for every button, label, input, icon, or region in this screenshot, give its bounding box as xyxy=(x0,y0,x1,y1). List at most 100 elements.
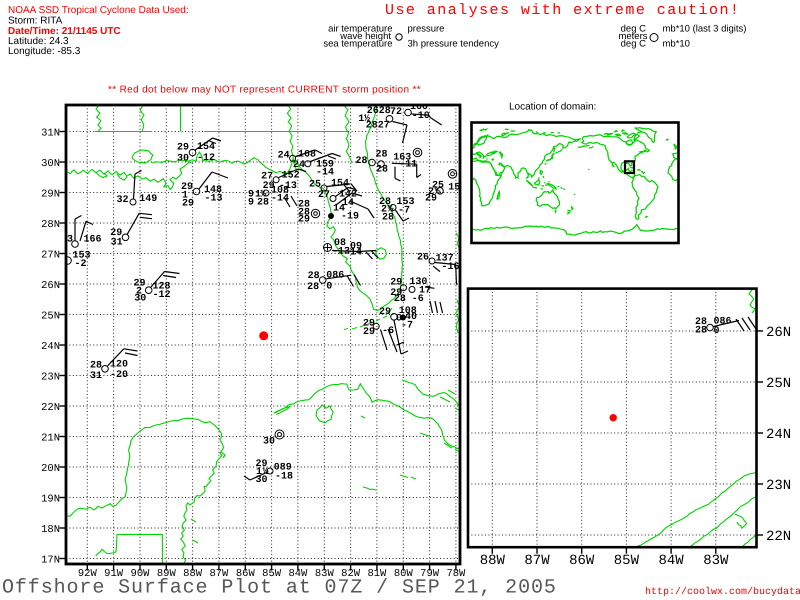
svg-text:28: 28 xyxy=(382,213,394,224)
svg-text:159: 159 xyxy=(316,160,334,171)
svg-text:26N: 26N xyxy=(41,280,60,292)
svg-text:28: 28 xyxy=(394,294,406,305)
svg-text:Offshore Surface Plot at 07Z /: Offshore Surface Plot at 07Z / SEP 21, 2… xyxy=(2,577,557,600)
svg-text:87W: 87W xyxy=(524,553,550,569)
svg-text:2: 2 xyxy=(428,187,434,198)
svg-text:Date/Time: 21/1145 UTC: Date/Time: 21/1145 UTC xyxy=(8,26,121,37)
svg-text:9: 9 xyxy=(248,198,254,209)
svg-text:meters: meters xyxy=(618,31,647,42)
svg-text:Location of domain:: Location of domain: xyxy=(509,102,596,113)
svg-text:168: 168 xyxy=(298,150,316,161)
svg-text:-6: -6 xyxy=(382,326,394,337)
svg-text:29: 29 xyxy=(263,181,275,192)
svg-text:2628: 2628 xyxy=(367,106,391,117)
svg-text:88W: 88W xyxy=(480,553,506,569)
svg-text:29: 29 xyxy=(363,319,375,330)
svg-text:29: 29 xyxy=(177,143,189,154)
svg-text:3: 3 xyxy=(67,235,73,246)
svg-text:1: 1 xyxy=(256,467,262,478)
svg-text:89W: 89W xyxy=(157,568,177,580)
svg-text:086: 086 xyxy=(714,317,732,328)
svg-text:28: 28 xyxy=(298,208,310,219)
svg-text:deg C: deg C xyxy=(621,39,646,50)
svg-text:108: 108 xyxy=(399,306,417,317)
svg-text:25: 25 xyxy=(432,181,444,192)
svg-text:29: 29 xyxy=(425,194,437,205)
svg-text:31: 31 xyxy=(90,371,102,382)
svg-text:pressure: pressure xyxy=(408,24,445,35)
svg-text:http://coolwx.com/bucydata: http://coolwx.com/bucydata xyxy=(645,586,800,598)
svg-text:72: 72 xyxy=(390,107,402,118)
svg-text:0: 0 xyxy=(326,282,332,293)
svg-text:137: 137 xyxy=(436,254,454,265)
svg-text:17N: 17N xyxy=(41,554,60,566)
svg-text:92W: 92W xyxy=(78,568,98,580)
svg-text:sea temperature: sea temperature xyxy=(323,39,392,50)
svg-text:30: 30 xyxy=(255,475,267,486)
svg-text:81W: 81W xyxy=(367,568,387,580)
svg-text:31: 31 xyxy=(111,238,123,249)
svg-text:153: 153 xyxy=(397,197,415,208)
svg-text:28: 28 xyxy=(257,198,269,209)
svg-text:79W: 79W xyxy=(420,568,440,580)
svg-text:2827: 2827 xyxy=(366,121,390,132)
svg-text:108: 108 xyxy=(271,186,289,197)
svg-text:23N: 23N xyxy=(41,371,60,383)
svg-text:NOAA SSD Tropical Cyclone Data: NOAA SSD Tropical Cyclone Data Used: xyxy=(8,5,189,16)
svg-text:154: 154 xyxy=(331,179,349,190)
svg-text:85W: 85W xyxy=(614,553,640,569)
svg-text:20N: 20N xyxy=(41,463,60,475)
svg-text:29: 29 xyxy=(390,278,402,289)
svg-text:Longitude: -85.3: Longitude: -85.3 xyxy=(8,46,81,57)
svg-text:air temperature: air temperature xyxy=(328,24,392,35)
svg-text:-20: -20 xyxy=(110,370,128,381)
svg-text:40: 40 xyxy=(405,312,417,323)
svg-text:0: 0 xyxy=(714,326,720,337)
svg-text:14: 14 xyxy=(350,248,362,259)
svg-text:3h pressure tendency: 3h pressure tendency xyxy=(408,39,500,50)
svg-text:28N: 28N xyxy=(41,219,60,231)
svg-text:130: 130 xyxy=(409,277,427,288)
svg-text:-13: -13 xyxy=(279,181,297,192)
svg-text:½: ½ xyxy=(364,114,370,125)
svg-text:87W: 87W xyxy=(209,568,229,580)
svg-text:82W: 82W xyxy=(341,568,361,580)
svg-text:-7: -7 xyxy=(398,206,410,217)
svg-text:25N: 25N xyxy=(41,310,60,322)
svg-text:166: 166 xyxy=(84,235,102,246)
svg-text:Storm: RITA: Storm: RITA xyxy=(8,16,63,27)
svg-text:28: 28 xyxy=(375,150,387,161)
svg-text:84W: 84W xyxy=(288,568,308,580)
svg-text:0: 0 xyxy=(396,314,402,325)
svg-text:1: 1 xyxy=(255,190,261,201)
svg-text:1: 1 xyxy=(182,191,188,202)
svg-text:86W: 86W xyxy=(569,553,595,569)
svg-text:27N: 27N xyxy=(41,249,60,261)
svg-text:28: 28 xyxy=(376,164,388,175)
svg-text:½: ½ xyxy=(435,187,441,198)
svg-text:Use analyses with extreme caut: Use analyses with extreme caution! xyxy=(385,2,740,19)
svg-text:14: 14 xyxy=(342,198,354,209)
svg-text:29: 29 xyxy=(255,459,267,470)
svg-text:26: 26 xyxy=(417,253,429,264)
svg-text:25: 25 xyxy=(309,180,321,191)
svg-text:84W: 84W xyxy=(658,553,684,569)
svg-text:90W: 90W xyxy=(131,568,151,580)
svg-text:148: 148 xyxy=(204,185,222,196)
svg-text:30: 30 xyxy=(263,437,275,448)
svg-text:28: 28 xyxy=(355,156,367,167)
svg-text:-12: -12 xyxy=(153,290,171,301)
svg-text:mb*10 (last 3 digits): mb*10 (last 3 digits) xyxy=(663,24,747,35)
svg-text:29: 29 xyxy=(379,307,391,318)
svg-text:29: 29 xyxy=(182,199,194,210)
svg-text:86W: 86W xyxy=(236,568,256,580)
svg-text:29: 29 xyxy=(363,327,375,338)
svg-text:24N: 24N xyxy=(766,427,791,443)
svg-text:-16: -16 xyxy=(442,262,460,273)
svg-text:17: 17 xyxy=(419,286,431,297)
svg-text:128: 128 xyxy=(153,282,171,293)
svg-text:24: 24 xyxy=(293,160,305,171)
svg-text:wave height: wave height xyxy=(339,31,391,42)
svg-text:08: 08 xyxy=(334,238,346,249)
svg-text:153: 153 xyxy=(73,251,91,262)
